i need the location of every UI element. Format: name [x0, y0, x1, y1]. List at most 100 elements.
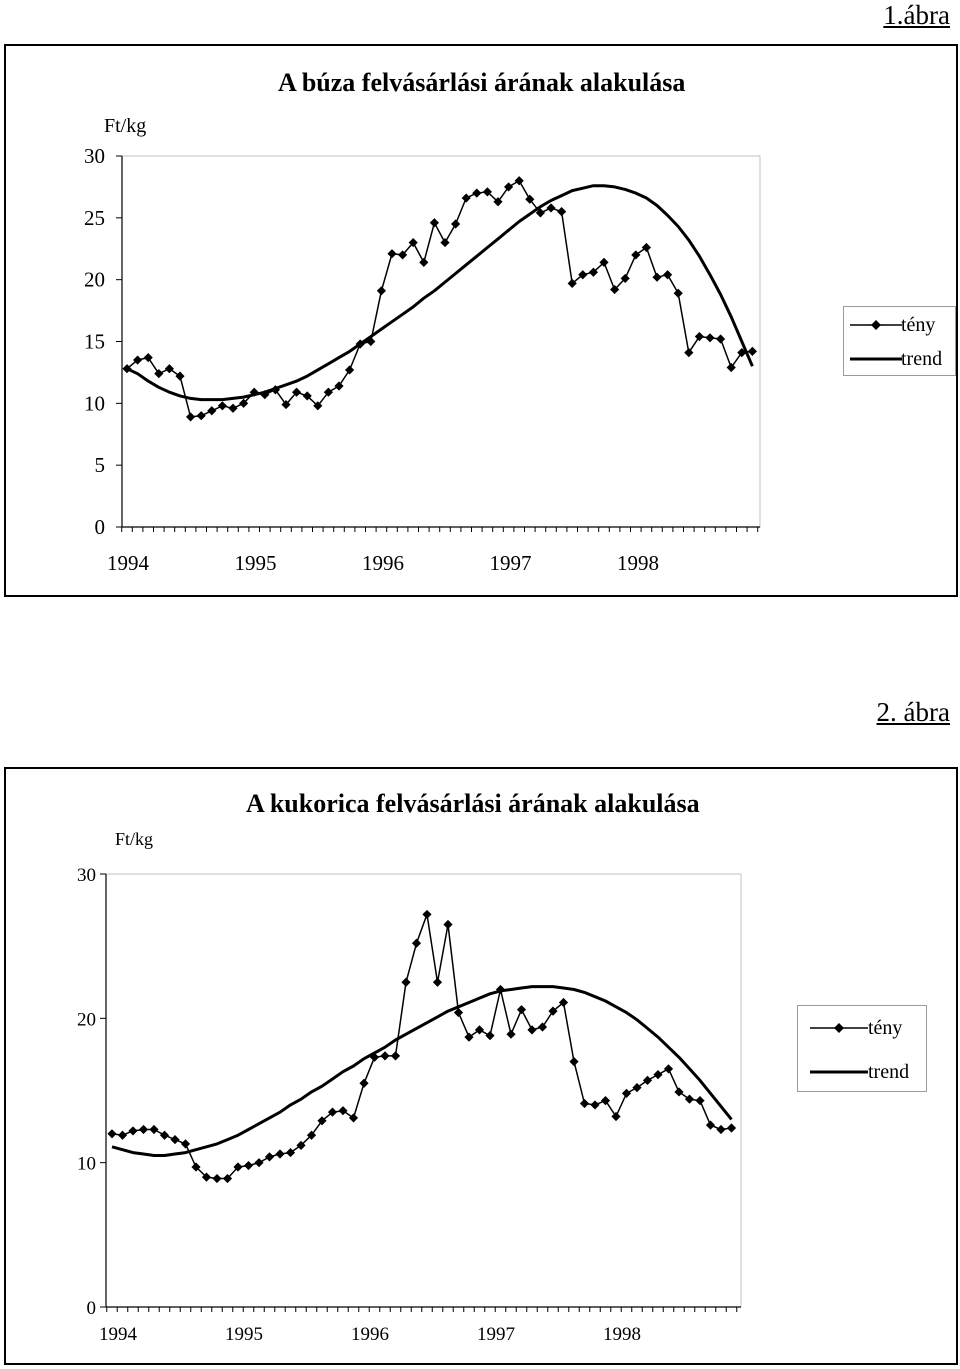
- chart2-teny-point: [537, 1022, 548, 1032]
- chart1-teny-point: [154, 369, 164, 379]
- chart2-teny-point: [222, 1173, 233, 1184]
- chart1-teny-point: [588, 267, 598, 277]
- chart1-teny-point: [408, 237, 418, 248]
- chart1-teny-point: [228, 403, 238, 413]
- chart2-teny-point: [285, 1147, 296, 1158]
- chart1-teny-point: [546, 203, 556, 213]
- chart1-teny-point: [705, 333, 715, 343]
- chart2-teny-point: [191, 1162, 201, 1172]
- legend1-teny-swatch: [850, 320, 902, 330]
- chart1-teny-point: [663, 270, 673, 280]
- chart2-teny-point: [422, 909, 432, 920]
- chart1-teny-point: [599, 257, 609, 267]
- chart2-teny-point: [506, 1029, 516, 1039]
- chart2-teny-point: [159, 1130, 170, 1140]
- chart1-teny-point: [429, 218, 439, 228]
- chart1-unit-label: Ft/kg: [104, 115, 147, 137]
- chart1-teny-point: [302, 391, 312, 401]
- chart2-teny-point: [548, 1006, 558, 1016]
- chart1-teny-point: [164, 364, 174, 374]
- legend2-trend-label: trend: [868, 1061, 910, 1083]
- chart1-teny-point: [747, 346, 757, 356]
- chart2-teny-point: [642, 1075, 653, 1085]
- chart1-teny-point: [652, 272, 662, 282]
- chart2-y-tick-label: 20: [77, 1009, 96, 1030]
- chart1-teny-point: [292, 387, 302, 397]
- chart2-teny-point: [149, 1124, 159, 1135]
- chart2-teny-point: [233, 1162, 243, 1172]
- chart1-x-tick-label: 1998: [617, 551, 659, 575]
- legend1-trend-swatch: [850, 357, 902, 361]
- chart2-teny-point: [663, 1064, 674, 1074]
- chart2-y-tick-label: 30: [77, 865, 96, 886]
- chart1-x-tick-label: 1995: [235, 551, 277, 575]
- figure1-label: 1.ábra: [883, 0, 950, 30]
- legend2-teny-swatch: [810, 1023, 868, 1033]
- chart1-series-trend-line: [126, 184, 754, 402]
- chart2-teny-point: [674, 1087, 684, 1097]
- chart1-teny-point: [482, 187, 492, 197]
- chart2-teny-point: [684, 1094, 695, 1104]
- chart2-teny-point: [600, 1096, 611, 1106]
- chart2-teny-point: [243, 1160, 254, 1171]
- chart2-teny-point: [653, 1070, 663, 1080]
- chart1-teny-point: [313, 401, 323, 411]
- chart2-teny-point: [558, 997, 569, 1008]
- chart2-teny-point: [327, 1107, 338, 1117]
- chart2-teny-point: [348, 1113, 359, 1123]
- chart2-teny-point: [716, 1124, 726, 1135]
- chart1-teny-point: [673, 288, 683, 298]
- chart2-teny-point: [443, 919, 453, 930]
- chart1-teny-point: [694, 331, 704, 342]
- chart1-teny-point: [345, 365, 355, 375]
- chart1-teny-point: [472, 188, 482, 198]
- chart2-teny-point: [611, 1111, 621, 1122]
- chart2-teny-point: [128, 1126, 138, 1136]
- chart1-teny-point: [207, 406, 217, 416]
- chart2-teny-point: [516, 1005, 527, 1015]
- chart2-teny-point: [432, 977, 443, 987]
- chart2-teny-point: [453, 1007, 464, 1018]
- figure2-label: 2. ábra: [876, 697, 950, 727]
- chart1-y-tick-label: 25: [84, 206, 105, 230]
- chart2-teny-point: [275, 1149, 285, 1159]
- chart1-teny-point: [620, 273, 630, 284]
- chart2-unit-label: Ft/kg: [115, 829, 154, 849]
- legend2-trend-swatch: [810, 1070, 868, 1074]
- chart2-teny-point: [254, 1158, 264, 1168]
- chart2-teny-point: [527, 1025, 537, 1035]
- chart2-teny-point: [726, 1123, 737, 1133]
- chart2-series-teny-line: [111, 913, 732, 1180]
- chart1-teny-point: [525, 194, 535, 204]
- chart2-x-tick-label: 1998: [603, 1324, 641, 1345]
- chart1-teny-point: [239, 398, 249, 408]
- chart2-teny-point: [411, 938, 422, 948]
- chart2-teny-point: [695, 1096, 705, 1106]
- chart1-teny-point: [514, 176, 524, 186]
- chart1-teny-point: [260, 390, 270, 400]
- chart1-teny-point: [281, 399, 291, 410]
- chart1-y-tick-label: 30: [84, 144, 105, 168]
- chart1-teny-point: [726, 362, 736, 373]
- chart1-teny-point: [249, 387, 259, 397]
- chart2-teny-point: [569, 1057, 579, 1067]
- chart1-teny-point: [419, 257, 429, 267]
- chart2-teny-point: [338, 1106, 348, 1116]
- chart2-teny-point: [579, 1098, 590, 1109]
- chart2-x-tick-label: 1997: [477, 1324, 515, 1345]
- chart2-teny-point: [306, 1130, 317, 1140]
- chart2-teny-point: [464, 1032, 474, 1042]
- chart2-teny-point: [212, 1173, 222, 1184]
- chart2-teny-point: [474, 1025, 485, 1035]
- chart1-y-tick-label: 15: [84, 330, 105, 354]
- chart2-teny-point: [590, 1100, 600, 1110]
- chart1-teny-point: [504, 182, 514, 192]
- chart2-teny-point: [180, 1139, 191, 1149]
- chart2-teny-point: [380, 1051, 390, 1061]
- chart1-teny-point: [578, 270, 588, 280]
- legend2-row-teny: tény: [798, 1016, 926, 1040]
- chart1-teny-point: [133, 355, 143, 365]
- chart1-y-tick-label: 0: [95, 515, 106, 539]
- chart1-teny-point: [387, 249, 397, 259]
